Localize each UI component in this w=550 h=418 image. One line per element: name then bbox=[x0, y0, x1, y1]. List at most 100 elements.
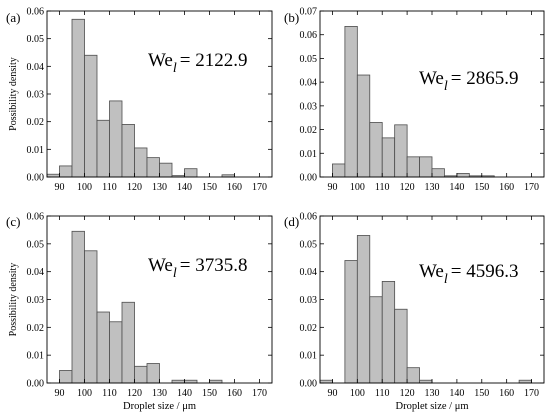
x-tick-label: 90 bbox=[327, 388, 337, 399]
x-tick-label: 110 bbox=[375, 182, 390, 193]
y-tick-label: 0.03 bbox=[300, 101, 318, 112]
weber-number-annotation: Wel = 2865.9 bbox=[419, 68, 518, 94]
histogram-bar bbox=[344, 26, 358, 178]
x-tick-label: 130 bbox=[425, 182, 440, 193]
x-tick-label: 170 bbox=[252, 388, 267, 399]
y-tick-label: 0.06 bbox=[27, 212, 45, 223]
x-tick-label: 160 bbox=[499, 388, 514, 399]
chart-panel-b: 0.00 0.01 0.02 0.03 0.04 0.05 0.06 0.07 90 100 110… bbox=[284, 7, 545, 193]
weber-symbol: We bbox=[148, 50, 173, 71]
histogram-bar bbox=[121, 124, 135, 178]
x-tick-label: 100 bbox=[77, 388, 92, 399]
histogram-bar bbox=[419, 156, 433, 178]
x-tick-label: 120 bbox=[127, 182, 142, 193]
y-tick-label: 0.00 bbox=[300, 173, 318, 184]
histogram-bar bbox=[344, 260, 358, 384]
x-tick-label: 130 bbox=[152, 388, 167, 399]
histogram-bar bbox=[121, 301, 135, 384]
x-tick-label: 150 bbox=[474, 182, 489, 193]
histogram-bar bbox=[84, 250, 98, 384]
histogram-bar bbox=[146, 157, 160, 178]
x-tick-label: 100 bbox=[350, 388, 365, 399]
x-tick-label: 120 bbox=[400, 388, 415, 399]
x-tick-label: 140 bbox=[449, 182, 464, 193]
x-tick-label: 130 bbox=[425, 388, 440, 399]
x-tick-label: 110 bbox=[375, 388, 390, 399]
histogram-bar bbox=[159, 162, 173, 178]
histogram-bar bbox=[96, 119, 110, 178]
y-tick-label: 0.05 bbox=[27, 34, 45, 45]
x-axis-label: Droplet size / μm bbox=[396, 401, 469, 412]
weber-value: = 3735.8 bbox=[180, 255, 248, 276]
x-tick-label: 140 bbox=[177, 388, 192, 399]
x-tick-label: 170 bbox=[252, 182, 267, 193]
y-tick-label: 0.05 bbox=[300, 54, 318, 65]
weber-number-annotation: Wel = 4596.3 bbox=[419, 261, 518, 287]
weber-value: = 2122.9 bbox=[180, 50, 248, 71]
histogram-bar bbox=[356, 74, 371, 178]
histogram-bar bbox=[184, 168, 198, 178]
histogram-bar bbox=[71, 230, 85, 384]
histogram-bar bbox=[381, 137, 396, 178]
histogram-bar bbox=[134, 147, 148, 178]
x-tick-label: 90 bbox=[327, 182, 337, 193]
x-tick-label: 110 bbox=[102, 388, 117, 399]
y-tick-label: 0.01 bbox=[300, 149, 318, 160]
y-tick-label: 0.02 bbox=[300, 323, 318, 334]
x-tick-label: 150 bbox=[202, 388, 217, 399]
x-tick-label: 150 bbox=[474, 388, 489, 399]
weber-subscript: l bbox=[444, 272, 448, 287]
weber-symbol: We bbox=[148, 255, 173, 276]
y-axis-label: Possibility density bbox=[8, 263, 19, 337]
histogram-bar bbox=[356, 235, 371, 384]
weber-value: = 4596.3 bbox=[451, 261, 519, 282]
y-tick-label: 0.02 bbox=[27, 323, 45, 334]
x-tick-label: 90 bbox=[55, 182, 65, 193]
histogram-bar bbox=[406, 156, 420, 178]
y-tick-label: 0.01 bbox=[300, 351, 318, 362]
histogram-bar bbox=[369, 296, 383, 384]
x-tick-label: 100 bbox=[77, 182, 92, 193]
x-tick-label: 160 bbox=[499, 182, 514, 193]
histogram-bar bbox=[456, 173, 470, 178]
histogram-bar bbox=[96, 311, 110, 384]
weber-subscript: l bbox=[173, 61, 177, 76]
weber-number-annotation: Wel = 3735.8 bbox=[148, 255, 247, 281]
panel-label: (b) bbox=[284, 10, 299, 25]
y-tick-label: 0.03 bbox=[27, 90, 45, 101]
x-tick-label: 130 bbox=[152, 182, 167, 193]
chart-panel-d: 0.00 0.01 0.02 0.03 0.04 0.05 0.06 90 100 110 120 1… bbox=[284, 212, 545, 412]
x-tick-label: 150 bbox=[202, 182, 217, 193]
x-tick-label: 110 bbox=[102, 182, 117, 193]
y-tick-label: 0.00 bbox=[300, 379, 318, 390]
panel-label: (d) bbox=[284, 214, 299, 229]
y-tick-label: 0.05 bbox=[27, 239, 45, 250]
weber-subscript: l bbox=[444, 79, 448, 94]
weber-symbol: We bbox=[419, 68, 444, 89]
x-tick-label: 160 bbox=[227, 182, 242, 193]
histogram-bar bbox=[406, 367, 420, 384]
x-tick-label: 90 bbox=[55, 388, 65, 399]
histogram-bar bbox=[394, 308, 408, 384]
histogram-bar bbox=[59, 370, 73, 384]
histogram-bar bbox=[431, 168, 445, 178]
chart-panel-a: 0.00 0.01 0.02 0.03 0.04 0.05 0.06 90 100 110 120 1… bbox=[6, 7, 273, 193]
y-tick-label: 0.02 bbox=[27, 117, 45, 128]
histogram-bar bbox=[109, 321, 123, 384]
x-tick-label: 170 bbox=[524, 388, 539, 399]
y-tick-label: 0.06 bbox=[300, 212, 318, 223]
x-tick-label: 140 bbox=[177, 182, 192, 193]
weber-subscript: l bbox=[173, 266, 177, 281]
histogram-bar bbox=[71, 18, 85, 178]
y-tick-label: 0.04 bbox=[300, 267, 318, 278]
panel-label: (a) bbox=[6, 10, 20, 25]
x-axis-label: Droplet size / μm bbox=[123, 401, 196, 412]
y-tick-label: 0.03 bbox=[27, 295, 45, 306]
y-tick-label: 0.05 bbox=[300, 239, 318, 250]
chart-panel-c: 0.00 0.01 0.02 0.03 0.04 0.05 0.06 90 100 110 120 1… bbox=[6, 212, 273, 412]
histogram-bar bbox=[332, 163, 346, 178]
y-tick-label: 0.07 bbox=[300, 7, 318, 18]
y-tick-label: 0.06 bbox=[300, 30, 318, 41]
y-tick-label: 0.06 bbox=[27, 7, 45, 18]
